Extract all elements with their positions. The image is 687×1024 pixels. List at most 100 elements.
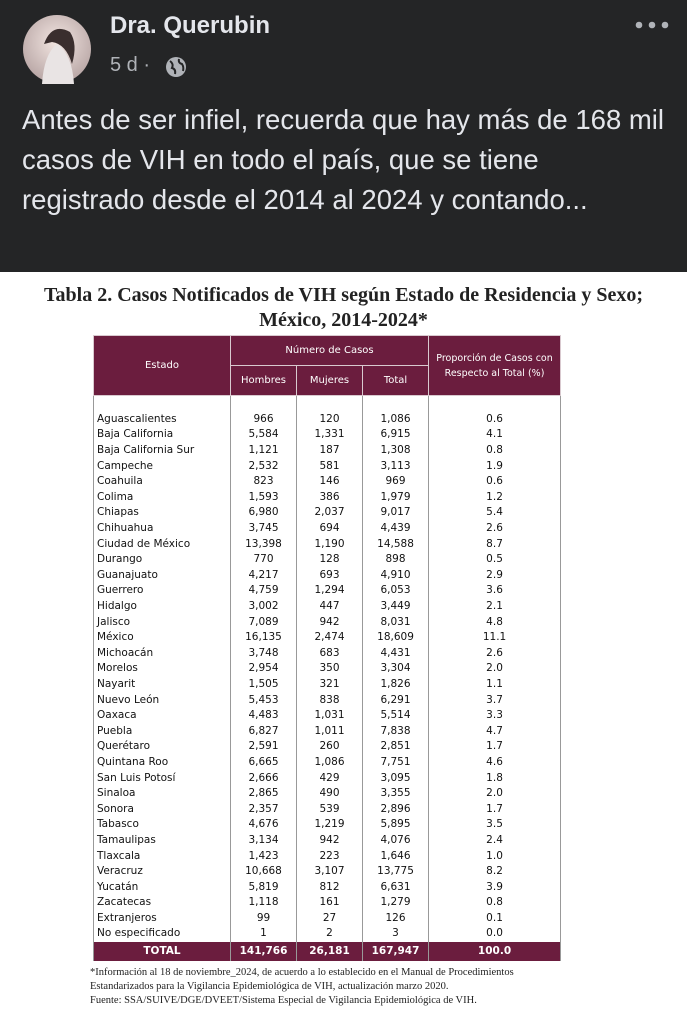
table-cell: 8.7: [428, 536, 562, 552]
table-cell: Puebla: [93, 723, 231, 740]
table-cell: 2,474: [296, 629, 363, 646]
table-row: Tabasco 4,676 1,219 5,895 3.5: [93, 817, 562, 833]
table-cell: 5.4: [428, 505, 562, 521]
table-cell: 1,308: [361, 442, 430, 459]
table-cell: 146: [296, 473, 363, 490]
table-row: Ciudad de México 13,398 1,190 14,588 8.7: [93, 536, 562, 552]
table-cell: 3.5: [428, 817, 562, 833]
table-cell: 1,505: [230, 676, 297, 693]
table-cell: 126: [361, 910, 430, 927]
table-cell: 2,666: [230, 770, 297, 786]
table-cell: Hidalgo: [93, 598, 231, 615]
footnote: *Información al 18 de noviembre_2024, de…: [90, 967, 514, 978]
table-cell: Jalisco: [93, 614, 231, 630]
table-cell: 3,134: [230, 832, 297, 849]
table-cell: 3.3: [428, 707, 562, 724]
table-cell: 27: [296, 910, 363, 927]
table-cell: 1,979: [361, 489, 430, 506]
table-cell: Coahuila: [93, 473, 231, 490]
more-options[interactable]: [632, 18, 672, 32]
table-cell: 141,766: [230, 941, 297, 961]
title-line: Tabla 2. Casos Notificados de VIH según …: [44, 284, 643, 306]
table-cell: 4,217: [230, 567, 297, 584]
footnote: Estandarizados para la Vigilancia Epidem…: [90, 981, 449, 992]
post-text: Antes de ser infiel, recuerda que hay má…: [22, 104, 665, 215]
table-cell: Colima: [93, 489, 231, 506]
table-row: Morelos 2,954 350 3,304 2.0: [93, 661, 562, 677]
table-cell: San Luis Potosí: [93, 770, 231, 786]
table-cell: 490: [296, 785, 363, 802]
table-row: Baja California Sur 1,121 187 1,308 0.8: [93, 442, 562, 459]
spacer: [93, 395, 562, 412]
table-cell: 5,453: [230, 692, 297, 708]
table-cell: 18,609: [361, 629, 430, 646]
table-cell: Sinaloa: [93, 785, 231, 802]
table-title: Tabla 2. Casos Notificados de VIH según …: [0, 283, 687, 333]
table-cell: 8.2: [428, 863, 562, 880]
table-cell: 2.0: [428, 785, 562, 802]
table-cell: 942: [296, 614, 363, 630]
table-row: San Luis Potosí 2,666 429 3,095 1.8: [93, 770, 562, 786]
data-table: Estado Número de Casos Proporción de Casos…: [93, 335, 562, 961]
header-cell: Número de Casos: [229, 335, 430, 366]
table-cell: 2: [296, 926, 363, 942]
table-cell: 2,865: [230, 785, 297, 802]
table-cell: Baja California: [93, 427, 231, 443]
table-cell: 1.7: [428, 801, 562, 818]
table-cell: 386: [296, 489, 363, 506]
table-cell: 3.9: [428, 879, 562, 895]
table-cell: 4,439: [361, 520, 430, 537]
table-cell: Ciudad de México: [93, 536, 231, 552]
table-cell: 3: [361, 926, 430, 942]
author-name[interactable]: Dra. Querubin: [110, 12, 271, 39]
table-cell: 3,355: [361, 785, 430, 802]
table-cell: 5,584: [230, 427, 297, 443]
table-cell: 4.1: [428, 427, 562, 443]
table-cell: Aguascalientes: [93, 411, 231, 428]
table-cell: 0.1: [428, 910, 562, 927]
table-cell: 4,431: [361, 645, 430, 662]
table-cell: 0.6: [428, 473, 562, 490]
table-row: Querétaro 2,591 260 2,851 1.7: [93, 739, 562, 755]
table-cell: 11.1: [428, 629, 562, 646]
footnote: Fuente: SSA/SUIVE/DGE/DVEET/Sistema Espe…: [90, 995, 477, 1006]
table-cell: Guerrero: [93, 583, 231, 599]
table-cell: Yucatán: [93, 879, 231, 895]
table-cell: 1,646: [361, 848, 430, 864]
table-row: Jalisco 7,089 942 8,031 4.8: [93, 614, 562, 630]
table-cell: Chihuahua: [93, 520, 231, 537]
table-cell: Baja California Sur: [93, 442, 231, 459]
post-time[interactable]: 5 d ·: [110, 54, 151, 76]
table-row: Yucatán 5,819 812 6,631 3.9: [93, 879, 562, 895]
avatar[interactable]: [22, 14, 92, 84]
table-row: Guerrero 4,759 1,294 6,053 3.6: [93, 583, 562, 599]
table-cell: Quintana Roo: [93, 754, 231, 771]
table-cell: Durango: [93, 551, 231, 568]
table-row: Veracruz 10,668 3,107 13,775 8.2: [93, 863, 562, 880]
table-cell: 167,947: [361, 941, 430, 961]
table-cell: 223: [296, 848, 363, 864]
table-cell: Zacatecas: [93, 895, 231, 911]
table-cell: 13,398: [230, 536, 297, 552]
table-cell: Morelos: [93, 661, 231, 677]
table-cell: 3,304: [361, 661, 430, 677]
title-line: México, 2014-2024*: [259, 309, 428, 331]
table-cell: Chiapas: [93, 505, 231, 521]
table-cell: 128: [296, 551, 363, 568]
table-row: Nayarit 1,505 321 1,826 1.1: [93, 676, 562, 693]
table-cell: 1,190: [296, 536, 363, 552]
table-cell: 3,095: [361, 770, 430, 786]
table-cell: 1,086: [296, 754, 363, 771]
table-cell: 3,449: [361, 598, 430, 615]
table-cell: 1,011: [296, 723, 363, 740]
table-body: Aguascalientes 966 120 1,086 0.6 Baja Califor…: [93, 395, 562, 961]
table-cell: 1,219: [296, 817, 363, 833]
table-row: Coahuila 823 146 969 0.6: [93, 473, 562, 490]
table-cell: 8,031: [361, 614, 430, 630]
table-row: Aguascalientes 966 120 1,086 0.6: [93, 411, 562, 428]
table-cell: 3,113: [361, 458, 430, 474]
table-row: Chiapas 6,980 2,037 9,017 5.4: [93, 505, 562, 521]
table-row: Sinaloa 2,865 490 3,355 2.0: [93, 785, 562, 802]
table-cell: 1.9: [428, 458, 562, 474]
table-cell: 2.9: [428, 567, 562, 584]
